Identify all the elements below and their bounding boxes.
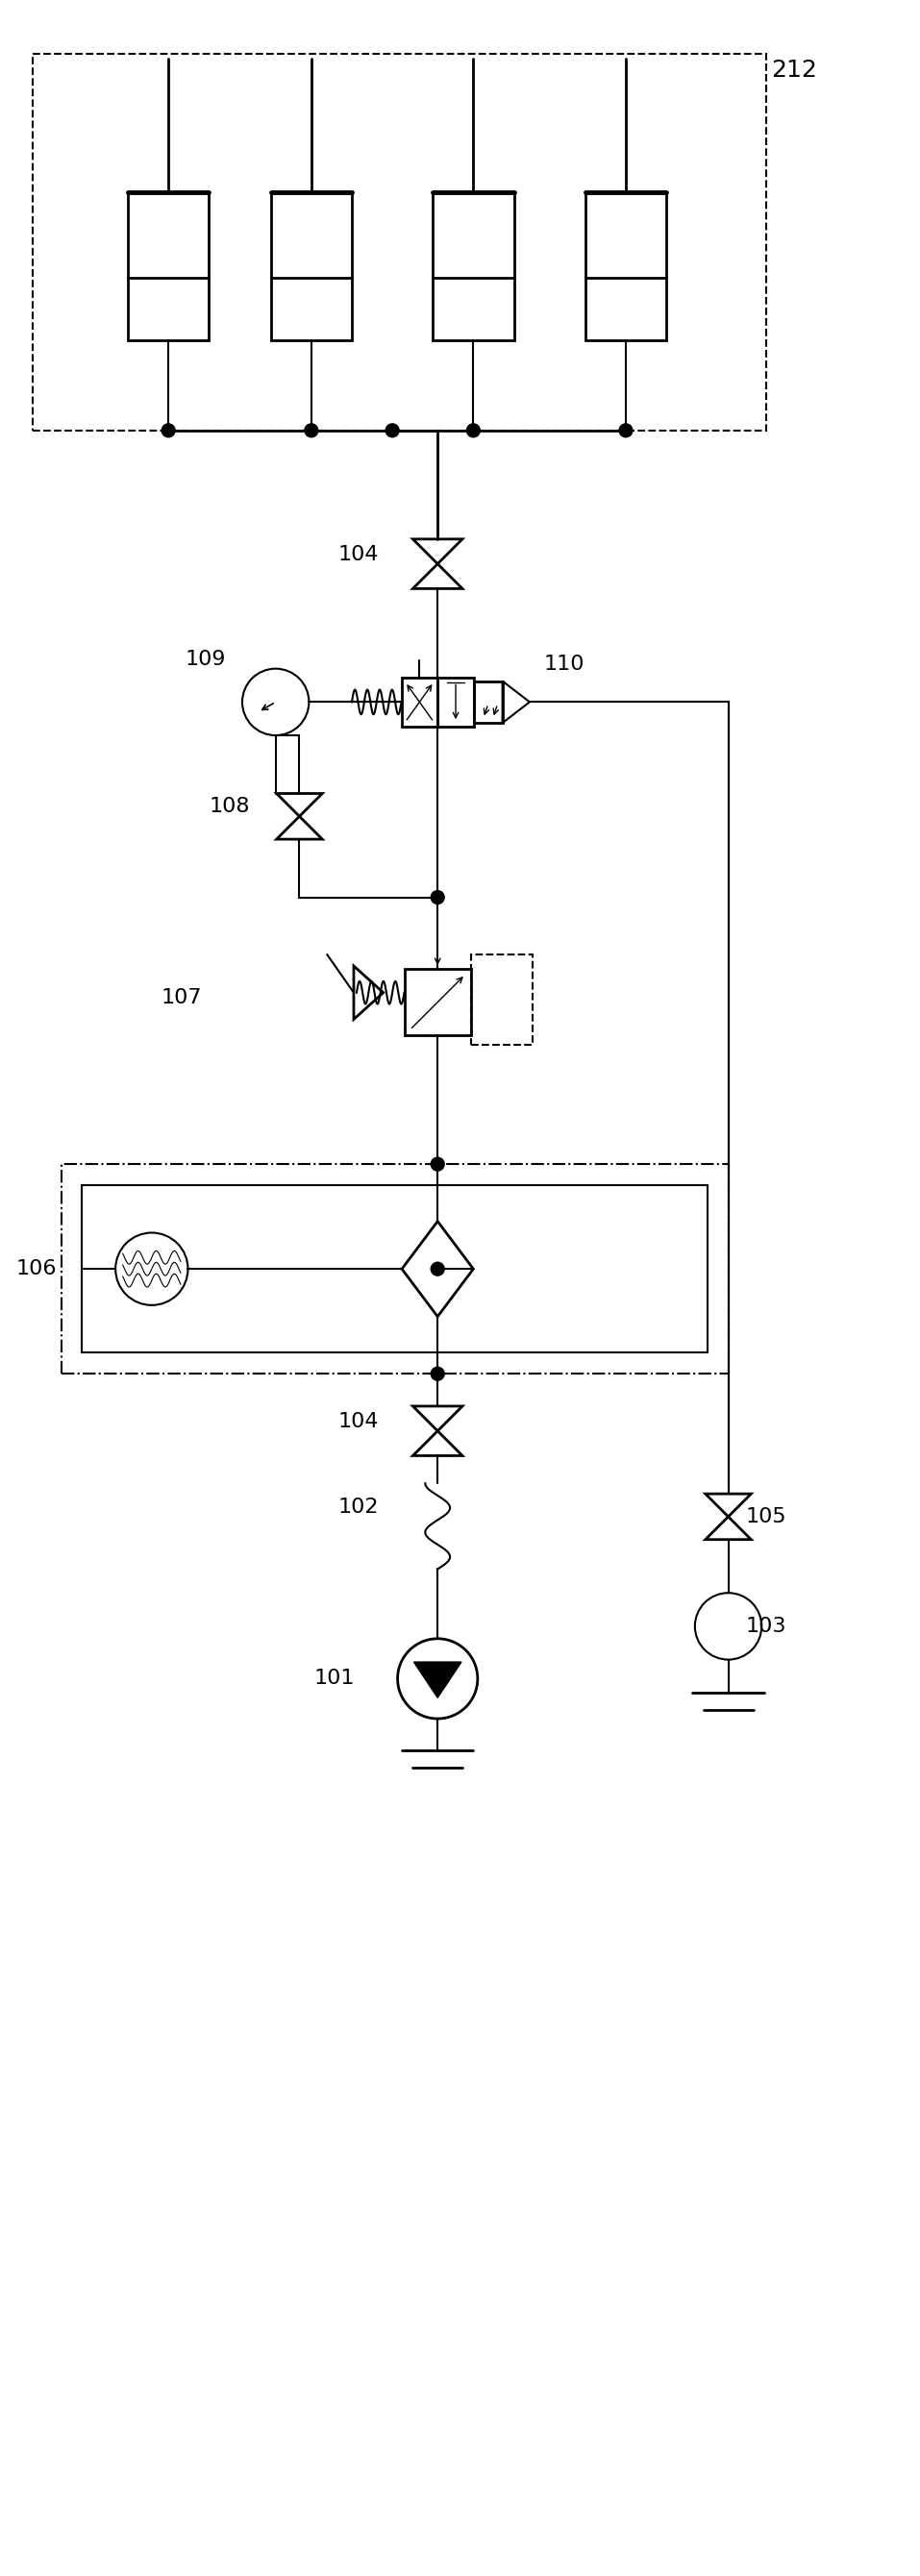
Bar (404, 969, 471, 1036)
Bar (62, 1164, 729, 1373)
Circle shape (619, 425, 632, 438)
Circle shape (385, 425, 399, 438)
Bar (432, 193, 514, 340)
Circle shape (466, 425, 480, 438)
Text: 108: 108 (209, 796, 249, 817)
Text: 101: 101 (314, 1669, 354, 1687)
Polygon shape (414, 1662, 462, 1698)
Bar (471, 956, 533, 1046)
Text: 104: 104 (338, 544, 378, 564)
Circle shape (431, 1262, 444, 1275)
Bar (270, 193, 351, 340)
Circle shape (431, 1368, 444, 1381)
Bar (438, 677, 474, 726)
Text: 103: 103 (745, 1618, 787, 1636)
Circle shape (431, 891, 444, 904)
Bar (401, 677, 438, 726)
Circle shape (431, 1157, 444, 1172)
Circle shape (162, 425, 175, 438)
Text: 107: 107 (161, 987, 202, 1007)
Bar (32, 54, 766, 430)
Text: 106: 106 (16, 1260, 56, 1278)
Text: 109: 109 (185, 649, 226, 670)
Text: 110: 110 (544, 654, 585, 672)
Text: 212: 212 (771, 59, 817, 82)
Bar (82, 1185, 707, 1352)
Bar (474, 680, 502, 724)
Bar (585, 193, 666, 340)
Text: 104: 104 (338, 1412, 378, 1432)
Text: 105: 105 (745, 1507, 787, 1528)
Circle shape (305, 425, 318, 438)
Bar (128, 193, 209, 340)
Text: 102: 102 (338, 1497, 378, 1517)
